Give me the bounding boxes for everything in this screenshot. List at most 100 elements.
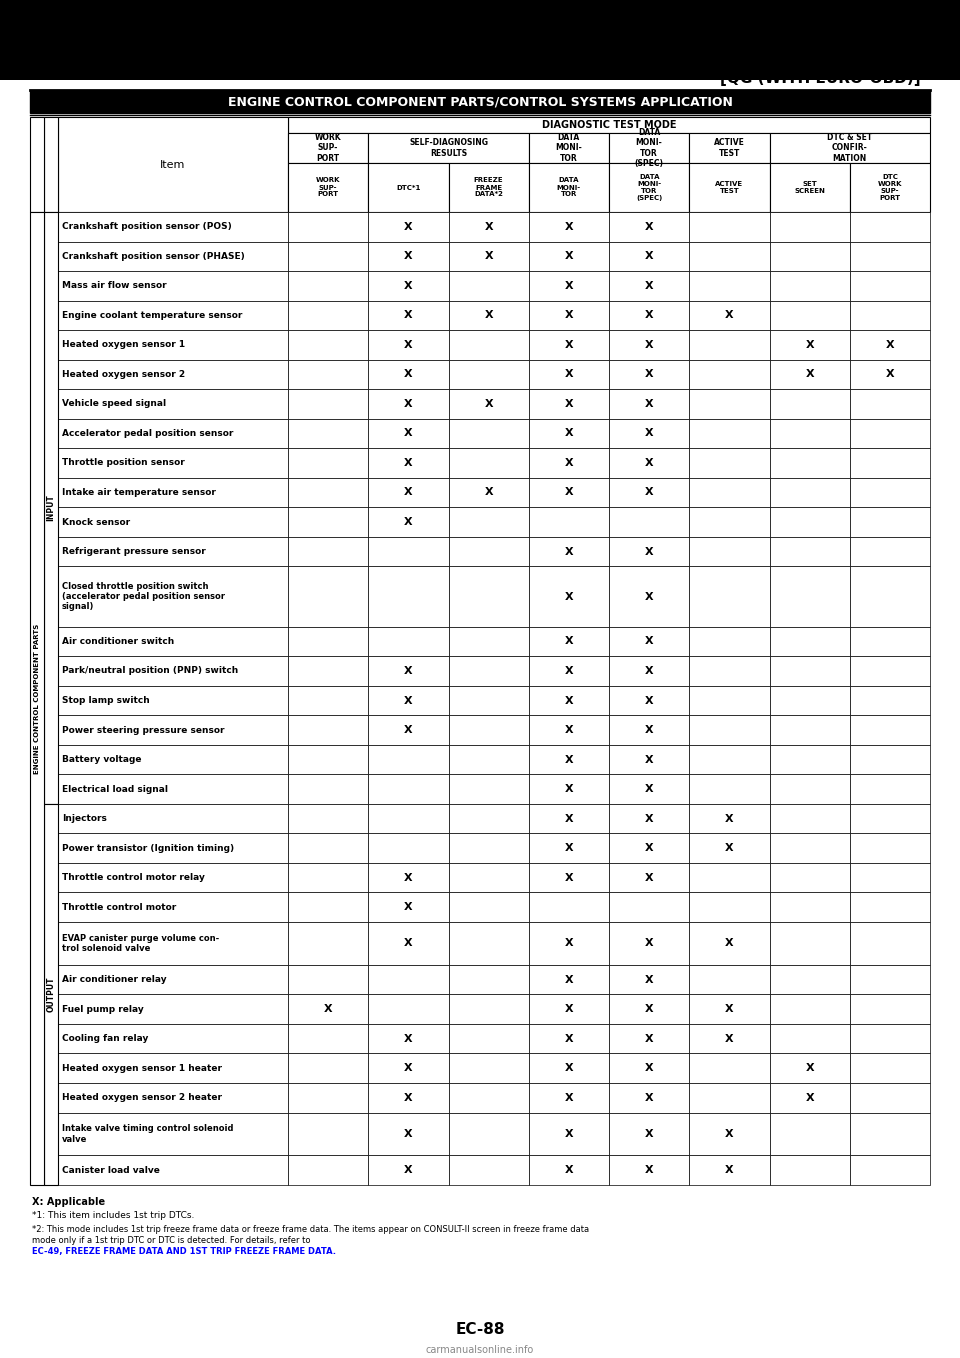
Bar [529, 994, 609, 1024]
Bar [609, 242, 689, 272]
Bar [689, 566, 770, 626]
Text: INPUT: INPUT [46, 494, 56, 521]
Text: X: X [564, 369, 573, 379]
Bar [770, 1112, 850, 1156]
Bar [30, 212, 44, 1186]
Bar [288, 536, 369, 566]
Bar [770, 804, 850, 834]
Bar [770, 390, 850, 418]
Bar [609, 478, 689, 508]
Text: [QG (WITH EURO-OBD)]: [QG (WITH EURO-OBD)] [720, 71, 921, 86]
Bar [850, 272, 930, 300]
Text: X: X [324, 1004, 332, 1014]
Bar [850, 1024, 930, 1054]
Bar [609, 418, 689, 448]
Text: X: X [885, 369, 894, 379]
Bar [609, 1024, 689, 1054]
Bar [609, 892, 689, 922]
Text: X: X [484, 311, 492, 320]
Bar [44, 804, 58, 1186]
Text: X: X [564, 784, 573, 794]
Bar [850, 862, 930, 892]
Bar [288, 418, 369, 448]
Text: X: X [404, 428, 413, 439]
Bar [58, 774, 288, 804]
Bar [529, 566, 609, 626]
Text: Knock sensor: Knock sensor [62, 517, 131, 527]
Bar [288, 300, 369, 330]
Bar [288, 1082, 369, 1112]
Text: X: X [564, 1093, 573, 1103]
Text: X: X [725, 1165, 733, 1175]
Bar [770, 1082, 850, 1112]
Bar [609, 163, 689, 212]
Bar [369, 922, 448, 966]
Text: X: X [645, 975, 654, 985]
Text: X: X [885, 340, 894, 350]
Bar [609, 862, 689, 892]
Bar [850, 390, 930, 418]
Bar [448, 418, 529, 448]
Bar [288, 804, 369, 834]
Text: Mass air flow sensor: Mass air flow sensor [62, 281, 167, 291]
Text: X: X [645, 1128, 654, 1139]
Bar [58, 448, 288, 478]
Bar [609, 1112, 689, 1156]
Text: X: X [404, 311, 413, 320]
Bar [58, 656, 288, 686]
Bar [58, 360, 288, 390]
Bar [770, 774, 850, 804]
Bar [609, 834, 689, 862]
Bar [609, 1054, 689, 1082]
Bar [529, 922, 609, 966]
Bar [58, 1082, 288, 1112]
Bar [288, 922, 369, 966]
Bar [448, 774, 529, 804]
Bar [529, 272, 609, 300]
Bar [0, 0, 960, 80]
Bar [369, 966, 448, 994]
Bar [369, 716, 448, 744]
Bar [850, 922, 930, 966]
Text: Air conditioner switch: Air conditioner switch [62, 637, 175, 646]
Text: Intake air temperature sensor: Intake air temperature sensor [62, 488, 216, 497]
Bar [58, 834, 288, 862]
Bar [689, 478, 770, 508]
Text: X: X [484, 399, 492, 409]
Text: X: X [645, 281, 654, 291]
Bar [58, 892, 288, 922]
Text: X: X [404, 873, 413, 883]
Bar [850, 744, 930, 774]
Bar [770, 862, 850, 892]
Bar [529, 1054, 609, 1082]
Bar [288, 133, 369, 163]
Bar [58, 862, 288, 892]
Text: X: X [564, 843, 573, 853]
Text: X: X [645, 725, 654, 735]
Bar [369, 834, 448, 862]
Bar [288, 1112, 369, 1156]
Text: X: X [404, 938, 413, 948]
Text: X: X [484, 251, 492, 261]
Bar [529, 360, 609, 390]
Bar [689, 626, 770, 656]
Bar [288, 744, 369, 774]
Bar [850, 994, 930, 1024]
Bar [58, 1156, 288, 1186]
Bar [689, 774, 770, 804]
Text: SET
SCREEN: SET SCREEN [794, 181, 825, 194]
Text: X: X [645, 399, 654, 409]
Bar [689, 656, 770, 686]
Bar [448, 1054, 529, 1082]
Bar [369, 744, 448, 774]
Bar [58, 804, 288, 834]
Bar [850, 448, 930, 478]
Bar [58, 566, 288, 626]
Text: X: X [404, 340, 413, 350]
Bar [609, 686, 689, 716]
Bar [689, 834, 770, 862]
Bar [770, 626, 850, 656]
Text: X: X [645, 755, 654, 765]
Bar [288, 117, 930, 133]
Text: Heated oxygen sensor 2 heater: Heated oxygen sensor 2 heater [62, 1093, 222, 1103]
